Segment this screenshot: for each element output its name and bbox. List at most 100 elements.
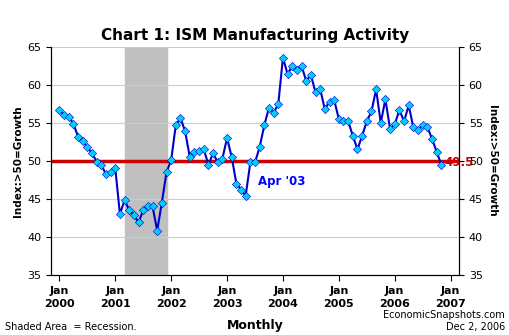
Point [148, 204, 156, 209]
Point [422, 124, 431, 129]
Point [125, 207, 133, 213]
Point [176, 116, 184, 121]
Point [144, 204, 152, 209]
Point [78, 138, 87, 144]
Point [390, 122, 398, 127]
Point [376, 120, 384, 126]
Point [74, 134, 82, 139]
Point [69, 121, 77, 126]
Point [232, 181, 240, 186]
Text: Monthly: Monthly [226, 319, 283, 332]
Point [185, 154, 193, 160]
Point [116, 211, 124, 217]
Text: Jan: Jan [440, 286, 460, 296]
Point [139, 207, 147, 213]
Y-axis label: Index:>50=Growth: Index:>50=Growth [486, 105, 496, 217]
Text: 49.5: 49.5 [444, 156, 473, 169]
Text: EconomicSnapshots.com
Dec 2, 2006: EconomicSnapshots.com Dec 2, 2006 [382, 310, 504, 332]
Point [274, 101, 282, 107]
Text: 2006: 2006 [379, 299, 409, 309]
Point [306, 72, 315, 78]
Point [329, 97, 337, 103]
Point [366, 109, 375, 114]
Point [55, 107, 63, 113]
Point [255, 144, 263, 150]
Text: 2000: 2000 [44, 299, 74, 309]
Point [338, 118, 347, 123]
Point [418, 122, 426, 128]
Text: Jan: Jan [384, 286, 404, 296]
Point [227, 154, 235, 160]
Text: 2005: 2005 [323, 299, 353, 309]
Point [209, 150, 217, 156]
Point [60, 113, 68, 118]
Point [436, 162, 444, 167]
Point [292, 67, 300, 72]
Point [237, 187, 245, 192]
Point [241, 193, 249, 198]
Point [246, 160, 254, 165]
Point [172, 122, 180, 128]
Text: 2002: 2002 [155, 299, 186, 309]
Text: Jan: Jan [49, 286, 69, 296]
Title: Chart 1: ISM Manufacturing Activity: Chart 1: ISM Manufacturing Activity [101, 28, 408, 43]
Point [278, 55, 287, 60]
Point [381, 96, 389, 102]
Point [283, 72, 291, 77]
Point [83, 144, 91, 150]
Point [218, 156, 226, 161]
Point [427, 136, 435, 141]
Point [194, 148, 203, 154]
Text: Jan: Jan [328, 286, 348, 296]
Point [413, 128, 421, 133]
Point [130, 213, 138, 218]
Point [167, 157, 175, 163]
Text: Jan: Jan [217, 286, 236, 296]
Point [111, 166, 119, 171]
Point [301, 78, 309, 84]
Point [222, 135, 231, 141]
Point [181, 129, 189, 134]
Text: Jan: Jan [161, 286, 181, 296]
Point [260, 122, 268, 128]
Y-axis label: Index:>50=Growth: Index:>50=Growth [13, 105, 23, 217]
Point [404, 103, 412, 108]
Point [93, 159, 101, 164]
Point [399, 119, 407, 124]
Text: Jan: Jan [105, 286, 125, 296]
Point [134, 220, 143, 225]
Point [297, 63, 305, 69]
Text: 2003: 2003 [211, 299, 242, 309]
Point [102, 172, 110, 177]
Point [334, 116, 342, 122]
Point [432, 149, 440, 154]
Point [288, 63, 296, 69]
Text: Jan: Jan [273, 286, 292, 296]
Point [371, 87, 379, 92]
Point [120, 198, 128, 203]
Point [157, 200, 165, 205]
Point [269, 110, 277, 116]
Point [325, 99, 333, 104]
Point [408, 125, 416, 130]
Text: Shaded Area  = Recession.: Shaded Area = Recession. [5, 322, 136, 332]
Point [97, 162, 105, 167]
Point [200, 147, 208, 152]
Point [362, 119, 370, 124]
Point [311, 90, 319, 95]
Point [153, 228, 161, 233]
Point [65, 114, 73, 120]
Point [264, 105, 272, 110]
Point [320, 107, 328, 112]
Text: Apr '03: Apr '03 [257, 175, 304, 188]
Point [348, 133, 356, 138]
Point [106, 170, 115, 175]
Point [190, 149, 198, 154]
Point [357, 133, 365, 138]
Point [353, 147, 361, 152]
Text: 2004: 2004 [267, 299, 298, 309]
Bar [124, 47, 166, 275]
Text: 2001: 2001 [100, 299, 130, 309]
Point [213, 160, 221, 165]
Point [344, 119, 352, 124]
